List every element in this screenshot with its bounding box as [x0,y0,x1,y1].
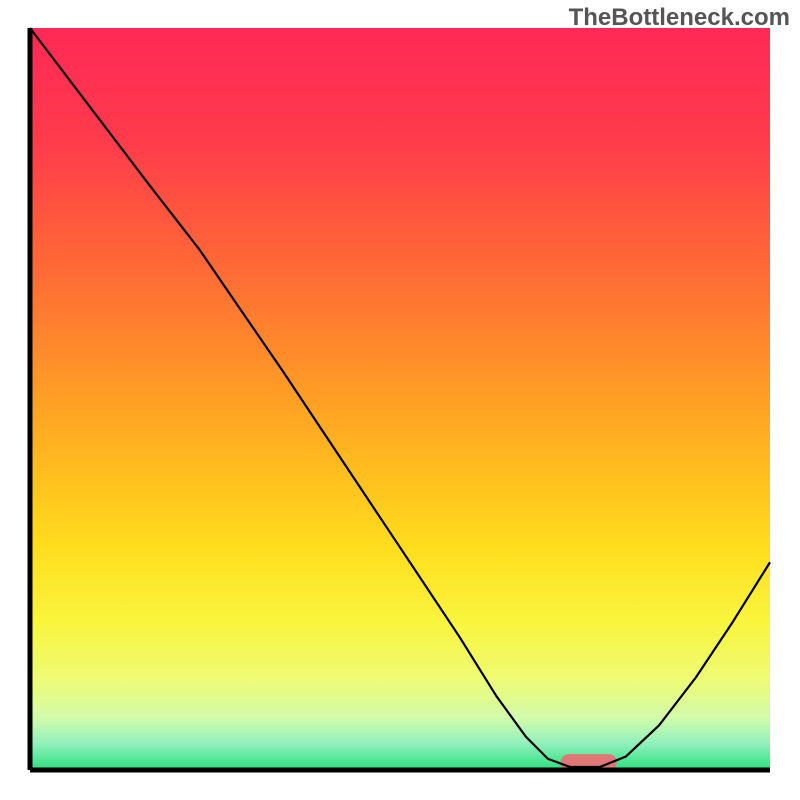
bottleneck-chart [0,0,800,800]
attribution-text: TheBottleneck.com [569,4,790,32]
gradient-background [30,28,770,770]
